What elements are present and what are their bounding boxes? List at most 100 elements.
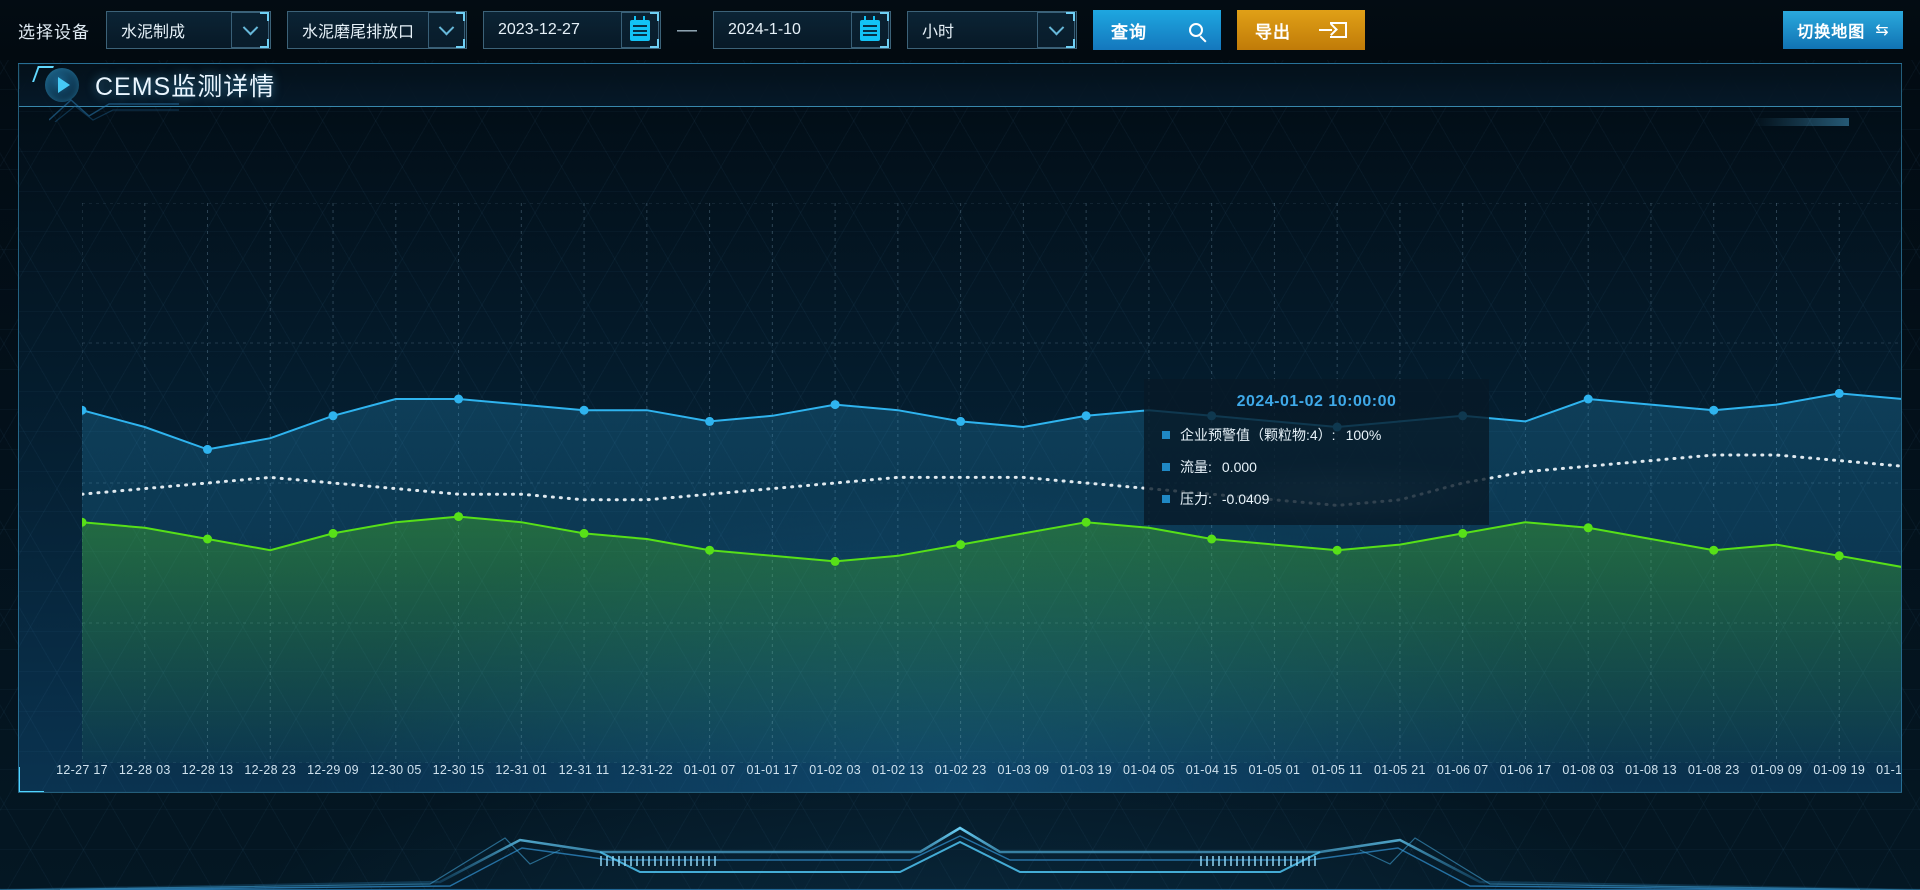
series-point[interactable] bbox=[328, 411, 338, 421]
x-axis-tick: 12-28 03 bbox=[118, 763, 171, 777]
date-range-separator: — bbox=[677, 18, 697, 41]
series-point[interactable] bbox=[1458, 411, 1468, 421]
chevron-down-icon[interactable] bbox=[1037, 12, 1075, 48]
calendar-icon[interactable] bbox=[621, 12, 659, 48]
x-axis-tick: 12-27 17 bbox=[56, 763, 108, 777]
x-axis-tick: 01-09 19 bbox=[1813, 763, 1866, 777]
series-point[interactable] bbox=[1207, 411, 1217, 421]
series-point[interactable] bbox=[203, 444, 213, 454]
x-axis-tick: 12-28 13 bbox=[181, 763, 234, 777]
device-select[interactable]: 水泥制成 bbox=[106, 11, 271, 49]
plot-area bbox=[82, 203, 1902, 763]
chevron-down-icon[interactable] bbox=[428, 12, 465, 48]
export-button-label: 导出 bbox=[1255, 22, 1291, 42]
page-title: CEMS监测详情 bbox=[95, 73, 276, 101]
calendar-icon[interactable] bbox=[851, 12, 889, 48]
series-point[interactable] bbox=[1207, 534, 1217, 544]
swap-icon: ⇆ bbox=[1875, 22, 1889, 39]
series-point[interactable] bbox=[1709, 405, 1719, 415]
x-axis-tick: 01-05 11 bbox=[1311, 763, 1363, 777]
search-icon bbox=[1189, 23, 1203, 37]
x-axis-tick: 01-05 01 bbox=[1248, 763, 1301, 777]
query-button-label: 查询 bbox=[1111, 22, 1147, 42]
x-axis-tick: 01-02 23 bbox=[934, 763, 987, 777]
line-chart-svg[interactable] bbox=[82, 203, 1902, 763]
series-point[interactable] bbox=[956, 540, 966, 550]
x-axis-tick: 12-29 09 bbox=[307, 763, 359, 777]
x-axis-tick: 01-01 17 bbox=[746, 763, 799, 777]
query-button[interactable]: 查询 bbox=[1093, 10, 1221, 50]
start-date-input[interactable]: 2023-12-27 bbox=[483, 11, 661, 49]
scrollbar-track[interactable] bbox=[1753, 118, 1849, 126]
series-point[interactable] bbox=[1458, 528, 1468, 538]
chevron-down-icon[interactable] bbox=[231, 12, 269, 48]
play-icon bbox=[45, 68, 79, 102]
x-axis-tick: 12-31 01 bbox=[495, 763, 548, 777]
x-axis-tick: 12-30 15 bbox=[432, 763, 485, 777]
series-area bbox=[82, 516, 1901, 763]
series-point[interactable] bbox=[454, 512, 464, 522]
series-point[interactable] bbox=[705, 416, 715, 426]
panel-header: CEMS监测详情 bbox=[19, 64, 1901, 122]
series-point[interactable] bbox=[705, 545, 715, 555]
x-axis: 12-27 17 12-28 03 12-28 13 12-28 23 12-29 09… bbox=[19, 763, 1902, 785]
x-axis-tick: 01-04 15 bbox=[1185, 763, 1238, 777]
series-point[interactable] bbox=[1332, 545, 1342, 555]
series-point[interactable] bbox=[203, 534, 213, 544]
chart-series bbox=[82, 388, 1901, 763]
device-select-label: 选择设备 bbox=[18, 22, 90, 42]
series-point[interactable] bbox=[82, 517, 87, 527]
x-axis-tick: 12-31 11 bbox=[558, 763, 610, 777]
series-point[interactable] bbox=[1834, 551, 1844, 561]
x-axis-tick: 01-04 05 bbox=[1123, 763, 1175, 777]
series-point[interactable] bbox=[1709, 545, 1719, 555]
series-point[interactable] bbox=[82, 405, 87, 415]
x-axis-tick: 01-09 09 bbox=[1750, 763, 1803, 777]
series-point[interactable] bbox=[1834, 388, 1844, 398]
series-point[interactable] bbox=[454, 394, 464, 404]
x-axis-tick: 01-06 07 bbox=[1436, 763, 1489, 777]
granularity-select-value: 小时 bbox=[922, 24, 955, 41]
device-select-value: 水泥制成 bbox=[121, 24, 186, 41]
series-line bbox=[82, 392, 1901, 451]
end-date-input[interactable]: 2024-1-10 bbox=[713, 11, 891, 49]
series-point[interactable] bbox=[579, 405, 589, 415]
series-point[interactable] bbox=[1583, 523, 1593, 533]
x-axis-tick: 01-08 23 bbox=[1687, 763, 1740, 777]
x-axis-tick: 01-10 05 bbox=[1876, 763, 1902, 777]
series-point[interactable] bbox=[830, 556, 840, 566]
series-point[interactable] bbox=[956, 416, 966, 426]
filter-toolbar: 选择设备 水泥制成 水泥磨尾排放口 2023-12-27 — 2024-1-10… bbox=[0, 0, 1920, 60]
series-point[interactable] bbox=[830, 400, 840, 410]
series-point[interactable] bbox=[1332, 422, 1342, 432]
series-point[interactable] bbox=[1081, 411, 1091, 421]
export-icon bbox=[1319, 22, 1347, 38]
x-axis-tick: 01-05 21 bbox=[1374, 763, 1426, 777]
x-axis-tick: 01-08 13 bbox=[1625, 763, 1677, 777]
bottom-decoration bbox=[0, 826, 1920, 890]
start-date-value: 2023-12-27 bbox=[498, 21, 580, 38]
switch-map-button[interactable]: 切换地图 ⇆ bbox=[1783, 11, 1903, 49]
x-axis-tick: 01-02 13 bbox=[871, 763, 924, 777]
series-point[interactable] bbox=[1081, 517, 1091, 527]
cems-panel: CEMS监测详情 bbox=[18, 63, 1902, 793]
series-point[interactable] bbox=[1583, 394, 1593, 404]
series-line bbox=[82, 453, 1901, 507]
x-axis-tick: 01-03 09 bbox=[997, 763, 1050, 777]
end-date-value: 2024-1-10 bbox=[728, 21, 801, 38]
x-axis-tick: 01-02 03 bbox=[809, 763, 861, 777]
x-axis-tick: 12-31-22 bbox=[620, 763, 674, 777]
x-axis-tick: 01-01 07 bbox=[683, 763, 736, 777]
granularity-select[interactable]: 小时 bbox=[907, 11, 1077, 49]
series-point[interactable] bbox=[579, 528, 589, 538]
x-axis-tick: 01-03 19 bbox=[1060, 763, 1112, 777]
series-point[interactable] bbox=[328, 528, 338, 538]
x-axis-tick: 01-06 17 bbox=[1499, 763, 1552, 777]
outlet-select-value: 水泥磨尾排放口 bbox=[302, 24, 415, 41]
series-line bbox=[82, 515, 1901, 568]
outlet-select[interactable]: 水泥磨尾排放口 bbox=[287, 11, 467, 49]
x-axis-tick: 12-28 23 bbox=[244, 763, 297, 777]
x-axis-tick: 12-30 05 bbox=[369, 763, 422, 777]
export-button[interactable]: 导出 bbox=[1237, 10, 1365, 50]
